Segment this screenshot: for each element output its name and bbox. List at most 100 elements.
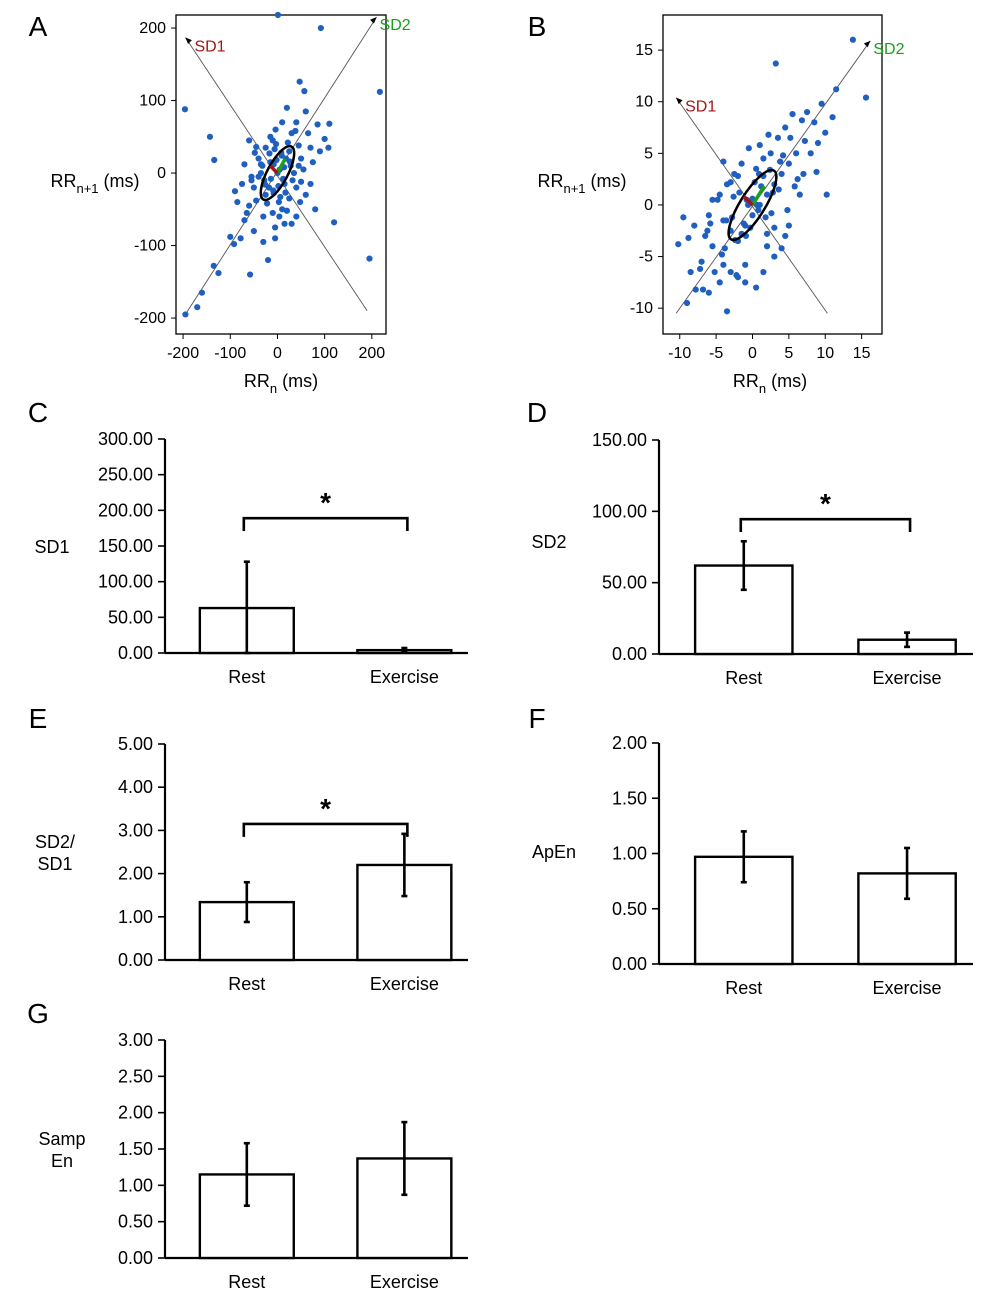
data-point — [794, 176, 801, 183]
data-point — [305, 130, 312, 137]
y-tick-label: 2.00 — [612, 733, 647, 753]
data-point — [366, 255, 373, 262]
data-point — [727, 268, 734, 276]
y-tick-label: 1.50 — [118, 1139, 153, 1159]
data-point — [198, 289, 206, 296]
data-point — [801, 137, 808, 145]
data-point — [241, 161, 248, 168]
data-point — [211, 156, 218, 164]
data-point — [282, 189, 289, 196]
data-point — [182, 311, 189, 318]
y-tick-label: 3.00 — [118, 820, 153, 840]
significance-bracket — [739, 517, 912, 533]
y-axis-label: ApEn — [532, 842, 576, 862]
y-tick-label: 300.00 — [98, 429, 153, 449]
data-point — [778, 170, 785, 178]
y-tick-label: 250.00 — [98, 465, 153, 485]
data-point — [833, 86, 840, 93]
significance-star: * — [320, 793, 331, 824]
data-point — [246, 202, 253, 209]
data-point — [723, 217, 730, 224]
data-point — [822, 129, 829, 136]
significance-bracket — [242, 822, 409, 837]
data-point — [293, 119, 300, 126]
y-tick-label: 4.00 — [118, 777, 153, 797]
data-point — [297, 198, 304, 206]
panel-b: B -10 -5 0 5 10 15 -10 -5 0 5 10 15 RRn+1 (ms) RRn (ms… — [528, 11, 905, 396]
data-point — [730, 193, 737, 200]
x-axis-label: RRn (ms) — [733, 371, 807, 396]
data-point — [771, 224, 778, 231]
y-tick-label: -10 — [630, 300, 653, 317]
data-point — [793, 150, 800, 157]
data-point — [738, 160, 745, 167]
data-point — [709, 243, 716, 250]
data-point — [768, 210, 775, 217]
data-point — [803, 108, 811, 116]
panel-a: A -200 -100 0 100 200 -200 -100 0 100 200 RRn+1 (ms… — [29, 11, 411, 396]
data-point — [326, 120, 333, 127]
data-point — [823, 191, 830, 198]
data-point — [784, 207, 791, 214]
data-point — [288, 220, 295, 227]
data-point — [316, 148, 324, 155]
y-tick-label: 0.00 — [118, 950, 153, 970]
data-point — [675, 241, 682, 248]
data-point — [321, 135, 328, 143]
data-point — [314, 121, 321, 128]
data-point — [742, 279, 749, 286]
x-tick-label: 10 — [816, 345, 834, 362]
y-axis-label: SD1 — [37, 854, 72, 874]
data-point — [765, 131, 772, 138]
data-point — [756, 141, 763, 149]
data-point — [243, 209, 250, 217]
data-point — [775, 186, 782, 193]
category-label: Rest — [725, 668, 762, 688]
data-point — [194, 304, 201, 311]
y-axis-label: SD2 — [531, 532, 566, 552]
data-point — [262, 191, 269, 198]
data-point — [753, 165, 760, 172]
data-point — [800, 170, 807, 178]
data-point — [680, 214, 687, 221]
data-point — [714, 196, 721, 203]
data-point — [742, 261, 749, 268]
data-point — [215, 270, 222, 277]
category-label: Exercise — [370, 1272, 439, 1292]
sd-ellipse — [727, 168, 778, 242]
category-label: Rest — [228, 667, 265, 687]
data-point — [709, 196, 716, 203]
data-point — [702, 232, 709, 240]
y-tick-label: 0.50 — [118, 1212, 153, 1232]
y-tick-label: -100 — [134, 238, 166, 255]
data-point — [302, 191, 309, 198]
data-point — [774, 134, 782, 141]
data-point — [683, 299, 691, 307]
category-label: Rest — [725, 978, 762, 998]
data-point — [697, 265, 704, 273]
data-point — [740, 220, 747, 227]
data-point — [269, 209, 276, 217]
y-tick-label: 2.00 — [118, 864, 153, 884]
x-tick-label: 0 — [748, 345, 757, 362]
data-point — [300, 166, 307, 173]
data-point — [276, 213, 283, 220]
data-point — [238, 180, 246, 188]
category-label: Exercise — [873, 668, 942, 688]
sd2-vector — [751, 185, 766, 206]
data-point — [736, 189, 743, 196]
data-point — [325, 144, 332, 151]
data-point — [257, 169, 265, 177]
data-point — [259, 162, 266, 169]
identity-line — [675, 40, 871, 314]
data-point — [295, 162, 302, 169]
y-tick-label: 100 — [139, 93, 166, 110]
data-point — [302, 108, 309, 115]
data-point — [309, 159, 316, 166]
sd2-arrowhead — [863, 40, 871, 48]
x-axis-label: RRn (ms) — [244, 371, 318, 396]
data-point — [286, 148, 293, 155]
data-point — [270, 187, 277, 194]
data-point — [295, 142, 302, 149]
